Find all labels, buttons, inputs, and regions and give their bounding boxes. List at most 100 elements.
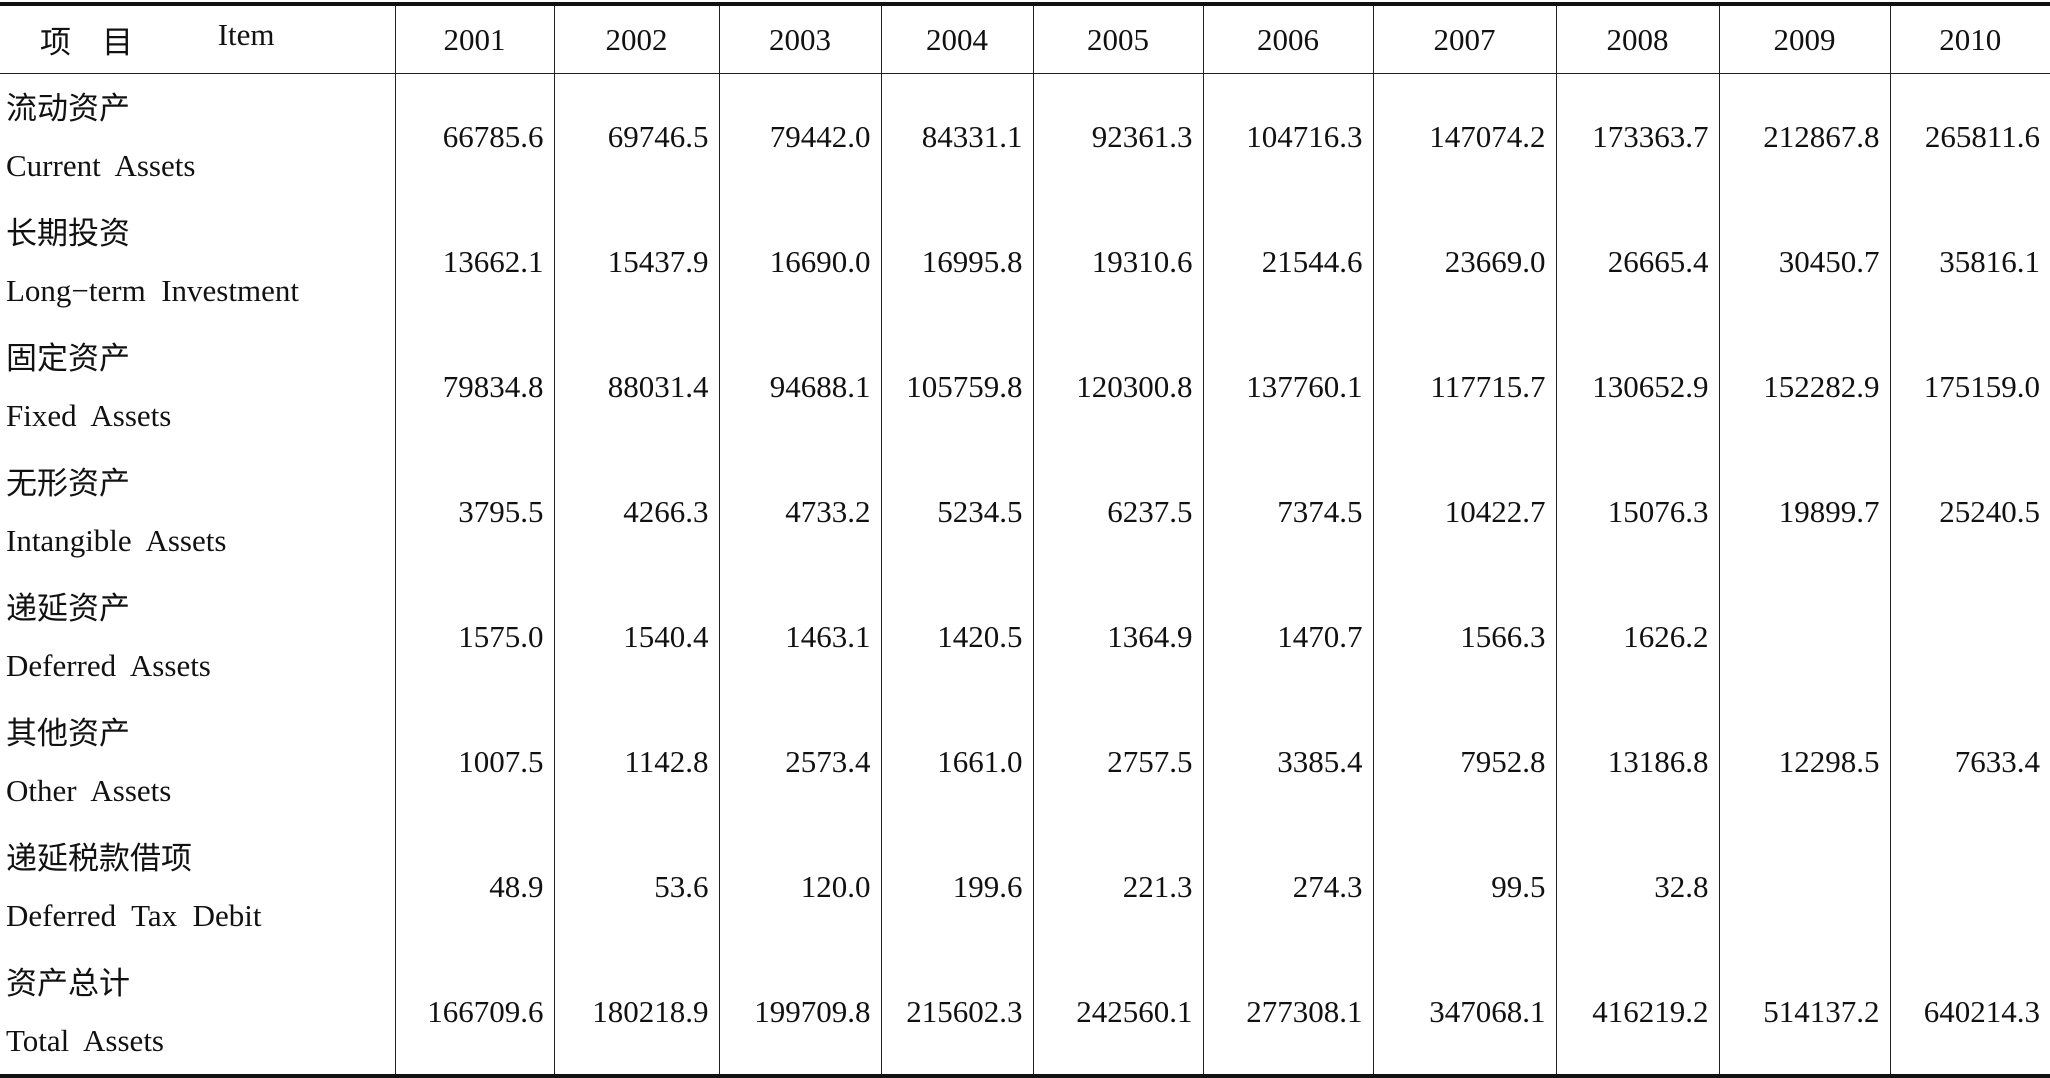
data-row: 递延税款借项 Deferred Tax Debit 48.9 53.6 120.0 199… (0, 824, 2050, 949)
value-cell: 7374.5 (1202, 449, 1373, 574)
label-en: Intangible Assets (6, 522, 227, 558)
value-cell: 180218.9 (553, 949, 719, 1076)
value-cell: 104716.3 (1202, 73, 1373, 199)
value-cell: 1626.2 (1555, 574, 1719, 699)
value-cell: 199709.8 (718, 949, 881, 1076)
value-cell: 1463.1 (718, 574, 881, 699)
value-cell: 1420.5 (880, 574, 1033, 699)
value-cell: 3385.4 (1202, 699, 1373, 824)
header-item: 项 目 Item (0, 4, 395, 74)
value-cell (1889, 574, 2050, 699)
row-label: 无形资产 Intangible Assets (0, 449, 395, 574)
value-cell: 94688.1 (718, 324, 881, 449)
label-en: Fixed Assets (6, 397, 172, 433)
value-cell: 166709.6 (394, 949, 554, 1076)
label-cn: 固定资产 (6, 340, 130, 376)
label-en: Deferred Tax Debit (6, 897, 262, 933)
value-cell: 7633.4 (1889, 699, 2050, 824)
year-header: 2002 (553, 4, 719, 74)
value-cell: 117715.7 (1372, 324, 1556, 449)
value-cell: 35816.1 (1889, 199, 2050, 324)
value-cell: 514137.2 (1718, 949, 1890, 1076)
value-cell: 1661.0 (880, 699, 1033, 824)
value-cell: 6237.5 (1032, 449, 1203, 574)
header-item-texts: 项 目 Item (0, 17, 395, 62)
year-header: 2005 (1032, 4, 1203, 74)
value-cell: 137760.1 (1202, 324, 1373, 449)
value-cell: 19310.6 (1032, 199, 1203, 324)
value-cell: 199.6 (880, 824, 1033, 949)
row-label: 资产总计 Total Assets (0, 949, 395, 1076)
value-cell: 15437.9 (553, 199, 719, 324)
value-cell: 79834.8 (394, 324, 554, 449)
data-row: 资产总计 Total Assets 166709.6 180218.9 199709.8… (0, 949, 2050, 1076)
value-cell: 12298.5 (1718, 699, 1890, 824)
value-cell: 265811.6 (1889, 73, 2050, 199)
data-row: 无形资产 Intangible Assets 3795.5 4266.3 4733.2 5… (0, 449, 2050, 574)
value-cell: 120.0 (718, 824, 881, 949)
label-cn: 其他资产 (6, 715, 130, 751)
year-header: 2004 (880, 4, 1033, 74)
year-header: 2009 (1718, 4, 1890, 74)
year-header: 2001 (394, 4, 554, 74)
value-cell (1889, 824, 2050, 949)
year-header: 2008 (1555, 4, 1719, 74)
label-en: Deferred Assets (6, 647, 211, 683)
value-cell: 99.5 (1372, 824, 1556, 949)
label-cn: 资产总计 (6, 965, 130, 1001)
value-cell: 10422.7 (1372, 449, 1556, 574)
value-cell: 175159.0 (1889, 324, 2050, 449)
data-row: 递延资产 Deferred Assets 1575.0 1540.4 1463.1 142… (0, 574, 2050, 699)
label-en: Total Assets (6, 1022, 164, 1058)
item-en: Item (217, 17, 275, 52)
year-header: 2006 (1202, 4, 1373, 74)
value-cell: 347068.1 (1372, 949, 1556, 1076)
row-label: 递延资产 Deferred Assets (0, 574, 395, 699)
value-cell: 4733.2 (718, 449, 881, 574)
value-cell: 1007.5 (394, 699, 554, 824)
value-cell: 48.9 (394, 824, 554, 949)
label-cn: 无形资产 (6, 465, 130, 501)
row-label: 流动资产 Current Assets (0, 74, 395, 200)
value-cell: 32.8 (1555, 824, 1719, 949)
data-row: 固定资产 Fixed Assets 79834.8 88031.4 94688.1 105… (0, 324, 2050, 449)
label-en: Current Assets (6, 147, 196, 183)
value-cell: 15076.3 (1555, 449, 1719, 574)
value-cell: 221.3 (1032, 824, 1203, 949)
value-cell: 215602.3 (880, 949, 1033, 1076)
value-cell: 1142.8 (553, 699, 719, 824)
value-cell: 120300.8 (1032, 324, 1203, 449)
value-cell: 3795.5 (394, 449, 554, 574)
data-row: 流动资产 Current Assets 66785.6 69746.5 79442.0 8… (0, 73, 2050, 200)
year-header: 2003 (718, 4, 881, 74)
value-cell: 53.6 (553, 824, 719, 949)
label-cn: 递延税款借项 (6, 840, 192, 876)
value-cell: 105759.8 (880, 324, 1033, 449)
value-cell: 13186.8 (1555, 699, 1719, 824)
value-cell: 147074.2 (1372, 73, 1556, 199)
value-cell: 2757.5 (1032, 699, 1203, 824)
value-cell: 23669.0 (1372, 199, 1556, 324)
value-cell: 1364.9 (1032, 574, 1203, 699)
value-cell: 1575.0 (394, 574, 554, 699)
value-cell: 1566.3 (1372, 574, 1556, 699)
year-header: 2007 (1372, 4, 1556, 74)
value-cell: 212867.8 (1718, 73, 1890, 199)
value-cell: 277308.1 (1202, 949, 1373, 1076)
value-cell: 79442.0 (718, 73, 881, 199)
header-row: 项 目 Item 2001 2002 2003 2004 2005 2006 2007 2008… (0, 4, 2050, 74)
value-cell: 21544.6 (1202, 199, 1373, 324)
value-cell: 640214.3 (1889, 949, 2050, 1076)
value-cell: 4266.3 (553, 449, 719, 574)
label-cn: 流动资产 (6, 90, 130, 126)
label-en: Long−term Investment (6, 272, 299, 308)
value-cell: 152282.9 (1718, 324, 1890, 449)
data-row: 其他资产 Other Assets 1007.5 1142.8 2573.4 1661.0… (0, 699, 2050, 824)
value-cell: 2573.4 (718, 699, 881, 824)
value-cell: 274.3 (1202, 824, 1373, 949)
value-cell (1718, 824, 1890, 949)
value-cell: 16690.0 (718, 199, 881, 324)
label-cn: 递延资产 (6, 590, 130, 626)
value-cell: 5234.5 (880, 449, 1033, 574)
